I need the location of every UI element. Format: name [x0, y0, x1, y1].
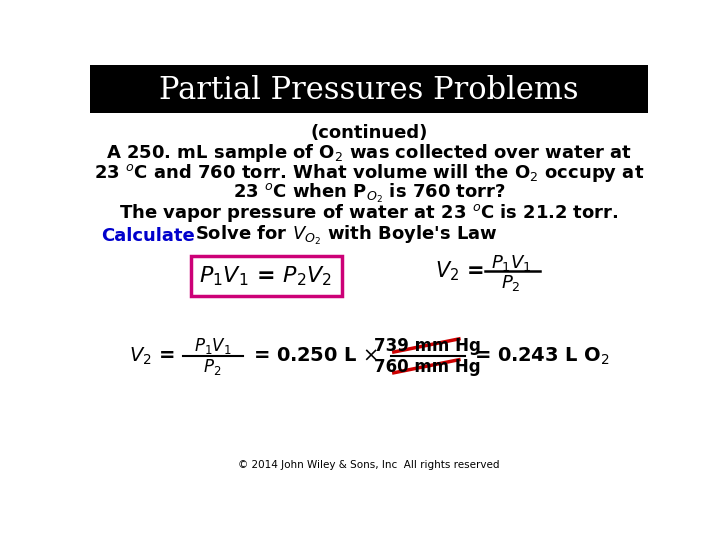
Text: Calculate: Calculate — [101, 227, 194, 245]
Text: = 0.243 L O$_2$: = 0.243 L O$_2$ — [474, 345, 610, 367]
Text: $\mathit{V_2}$ =: $\mathit{V_2}$ = — [435, 259, 484, 283]
FancyBboxPatch shape — [191, 256, 342, 296]
Text: $\mathit{P_2}$: $\mathit{P_2}$ — [203, 357, 222, 377]
Text: = 0.250 L $\times$: = 0.250 L $\times$ — [253, 346, 378, 366]
Text: $\mathit{P_1 V_1}$: $\mathit{P_1 V_1}$ — [490, 253, 531, 273]
Text: Partial Pressures Problems: Partial Pressures Problems — [159, 75, 579, 106]
Text: 23 $^o$C and 760 torr. What volume will the O$_2$ occupy at: 23 $^o$C and 760 torr. What volume will … — [94, 163, 644, 184]
Text: Solve for $\mathit{V}_{O_2}$ with Boyle's Law: Solve for $\mathit{V}_{O_2}$ with Boyle'… — [194, 224, 498, 247]
Text: (continued): (continued) — [310, 124, 428, 141]
Text: A 250. mL sample of O$_2$ was collected over water at: A 250. mL sample of O$_2$ was collected … — [106, 143, 632, 164]
Text: 23 $^o$C when P$_{O_2}$ is 760 torr?: 23 $^o$C when P$_{O_2}$ is 760 torr? — [233, 182, 505, 205]
Text: 760 mm Hg: 760 mm Hg — [374, 359, 480, 376]
Text: 739 mm Hg: 739 mm Hg — [374, 337, 480, 355]
Text: The vapor pressure of water at 23 $^o$C is 21.2 torr.: The vapor pressure of water at 23 $^o$C … — [120, 202, 618, 225]
Text: $\mathit{P_1 V_1}$ = $\mathit{P_2 V_2}$: $\mathit{P_1 V_1}$ = $\mathit{P_2 V_2}$ — [199, 264, 333, 288]
Text: $\mathit{P_2}$: $\mathit{P_2}$ — [501, 273, 521, 293]
Text: © 2014 John Wiley & Sons, Inc  All rights reserved: © 2014 John Wiley & Sons, Inc All rights… — [238, 460, 500, 470]
Text: $\mathit{P_1 V_1}$: $\mathit{P_1 V_1}$ — [194, 336, 231, 356]
Bar — [90, 65, 648, 112]
Text: $\mathit{V_2}$ =: $\mathit{V_2}$ = — [129, 345, 174, 367]
